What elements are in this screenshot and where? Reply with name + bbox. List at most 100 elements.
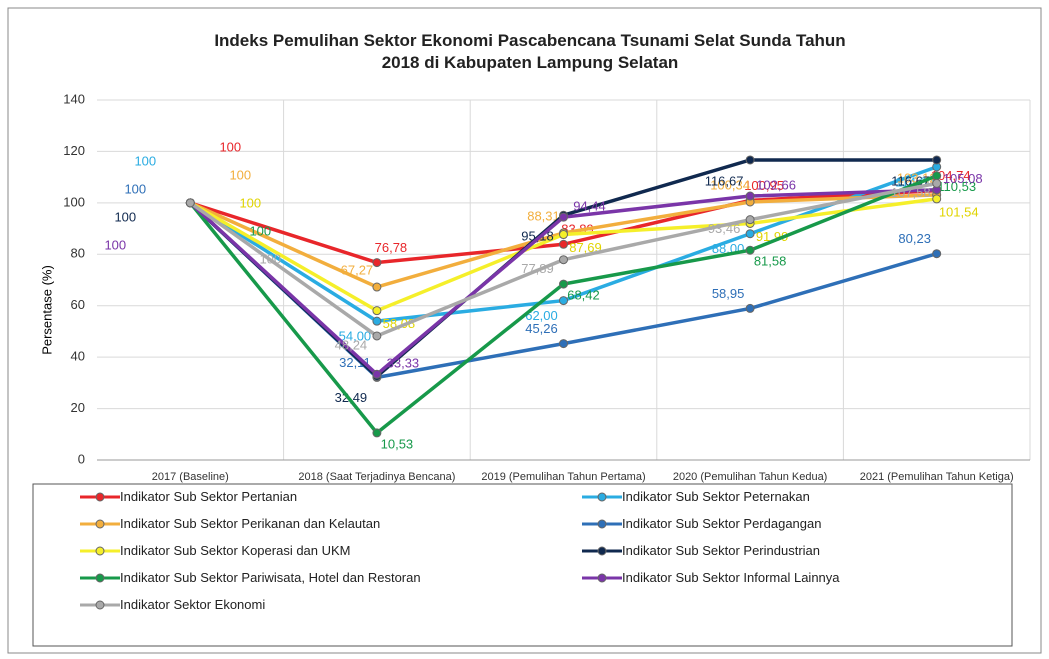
data-point xyxy=(372,428,382,438)
data-label: 101,54 xyxy=(939,204,979,219)
data-label: 104,74 xyxy=(931,168,971,183)
data-label: 100 xyxy=(239,195,261,210)
legend-marker xyxy=(95,573,105,583)
data-point xyxy=(932,249,942,259)
data-point xyxy=(932,155,942,165)
data-point xyxy=(559,279,568,289)
legend-marker xyxy=(597,519,607,529)
chart-border xyxy=(7,7,1042,654)
data-label: 100 xyxy=(134,153,156,168)
data-label: 94,44 xyxy=(573,199,606,214)
data-label: 10,53 xyxy=(381,436,414,451)
data-label: 100,34 xyxy=(710,177,750,192)
data-label: 93,46 xyxy=(708,221,741,236)
x-tick-label: 2017 (Baseline) xyxy=(151,471,229,483)
data-label: 32,49 xyxy=(335,390,368,405)
y-tick-label: 140 xyxy=(63,91,85,106)
chart-title: Indeks Pemulihan Sektor Ekonomi Pascaben… xyxy=(214,31,846,72)
data-point xyxy=(745,229,755,239)
y-tick-label: 120 xyxy=(63,143,85,158)
data-point xyxy=(372,258,382,268)
y-tick-label: 0 xyxy=(78,451,85,466)
legend-label: Indikator Sub Sektor Pertanian xyxy=(120,489,298,504)
legend-label: Indikator Sub Sektor Perindustrian xyxy=(622,543,820,558)
data-point xyxy=(745,303,755,313)
data-label: 88,31 xyxy=(527,208,560,223)
data-point xyxy=(932,178,942,188)
legend-marker xyxy=(597,546,607,556)
data-label: 45,26 xyxy=(525,321,558,336)
data-label: 87,69 xyxy=(569,240,602,255)
data-label: 100 xyxy=(219,139,241,154)
data-label: 100 xyxy=(259,251,281,266)
x-tick-label: 2019 (Pemulihan Tahun Pertama) xyxy=(481,471,646,483)
data-label: 110,53 xyxy=(937,179,976,194)
data-label: 100 xyxy=(114,209,136,224)
data-label: 33,33 xyxy=(387,356,420,371)
data-point xyxy=(932,194,942,204)
data-label: 67,27 xyxy=(341,262,374,277)
data-label: 80,23 xyxy=(898,231,931,246)
data-point xyxy=(372,306,382,316)
legend-label: Indikator Sub Sektor Informal Lainnya xyxy=(622,570,840,585)
data-label: 116,67 xyxy=(891,173,930,188)
data-point xyxy=(372,316,382,326)
data-label: 58,08 xyxy=(383,316,416,331)
legend-marker xyxy=(95,519,105,529)
y-tick-label: 40 xyxy=(71,349,85,364)
legend-marker xyxy=(95,600,105,610)
data-label: 100 xyxy=(249,223,271,238)
data-point xyxy=(559,296,568,306)
legend-box xyxy=(32,483,1013,647)
data-label: 107,58 xyxy=(891,185,931,200)
data-label: 58,95 xyxy=(712,286,745,301)
data-point xyxy=(559,255,568,265)
legend-label: Indikator Sub Sektor Perdagangan xyxy=(622,516,822,531)
data-label: 100,95 xyxy=(744,178,784,193)
y-tick-label: 60 xyxy=(71,297,85,312)
legend-marker xyxy=(95,546,105,556)
y-tick-label: 80 xyxy=(71,246,85,261)
legend-label: Indikator Sub Sektor Peternakan xyxy=(622,489,810,504)
legend-marker xyxy=(597,573,607,583)
data-point xyxy=(372,331,382,341)
data-label: 62,00 xyxy=(525,308,558,323)
data-point xyxy=(745,215,755,225)
legend-marker xyxy=(95,492,105,502)
data-label: 100 xyxy=(104,237,126,252)
y-tick-label: 100 xyxy=(63,194,85,209)
data-label: 48,24 xyxy=(335,337,368,352)
data-label: 76,78 xyxy=(375,240,408,255)
x-tick-label: 2020 (Pemulihan Tahun Kedua) xyxy=(672,471,828,483)
data-label: 102,66 xyxy=(756,177,796,192)
data-label: 91,99 xyxy=(756,229,789,244)
data-point xyxy=(559,339,568,349)
data-label: 105,08 xyxy=(943,171,983,186)
data-label: 54,00 xyxy=(339,329,372,344)
data-label: 32,11 xyxy=(339,355,371,370)
legend-marker xyxy=(597,492,607,502)
data-label: 116,67 xyxy=(705,173,744,188)
data-label: 100 xyxy=(124,181,146,196)
x-tick-label: 2021 (Pemulihan Tahun Ketiga) xyxy=(859,471,1014,483)
data-label: 100 xyxy=(229,167,251,182)
data-point xyxy=(745,191,755,201)
legend-label: Indikator Sub Sektor Perikanan dan Kelau… xyxy=(120,516,381,531)
legend-label: Indikator Sub Sektor Koperasi dan UKM xyxy=(120,543,351,558)
data-point xyxy=(372,282,382,292)
data-point xyxy=(372,369,382,379)
data-label: 81,58 xyxy=(754,254,787,269)
data-label: 68,42 xyxy=(567,288,600,303)
data-point xyxy=(745,155,755,165)
data-point xyxy=(745,245,755,255)
data-point xyxy=(559,212,568,222)
data-point xyxy=(559,239,568,249)
x-tick-label: 2018 (Saat Terjadinya Bencana) xyxy=(298,471,456,483)
y-axis-label: Persentase (%) xyxy=(39,265,54,355)
y-tick-label: 20 xyxy=(71,400,85,415)
data-label: 77,89 xyxy=(521,261,554,276)
legend-label: Indikator Sub Sektor Pariwisata, Hotel d… xyxy=(120,570,421,585)
legend-label: Indikator Sektor Ekonomi xyxy=(120,597,266,612)
